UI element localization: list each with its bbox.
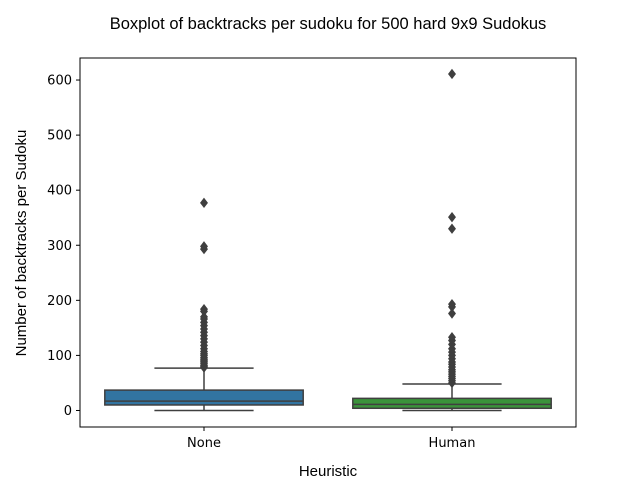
outlier-point (200, 197, 208, 209)
outlier-point (448, 68, 456, 80)
iqr-box (352, 397, 552, 410)
outlier-point (448, 332, 456, 343)
y-axis-label: Number of backtracks per Sudoku (13, 130, 30, 357)
outlier-point (448, 308, 456, 319)
y-tick-label: 200 (47, 294, 72, 309)
plot-area: 0 100 200 300 400 500 600 None Human (47, 68, 552, 451)
chart-title: Boxplot of backtracks per sudoku for 500… (110, 15, 547, 33)
y-tick-label: 0 (64, 404, 72, 419)
outlier-point (200, 241, 208, 252)
outlier-point (200, 303, 208, 315)
outlier-point (448, 299, 456, 310)
x-tick-label: None (187, 436, 221, 451)
y-tick-label: 100 (47, 349, 72, 364)
y-tick-label: 400 (47, 184, 72, 199)
y-tick-label: 300 (47, 239, 72, 254)
plot-frame (79, 57, 577, 428)
y-tick-label: 500 (47, 129, 72, 144)
iqr-box (104, 389, 304, 406)
x-axis-label: Heuristic (299, 463, 358, 480)
outlier-point (448, 211, 456, 223)
outlier-point (448, 223, 456, 234)
outlier-point (200, 311, 208, 323)
y-tick-label: 600 (47, 74, 72, 89)
x-tick-label: Human (429, 436, 476, 451)
